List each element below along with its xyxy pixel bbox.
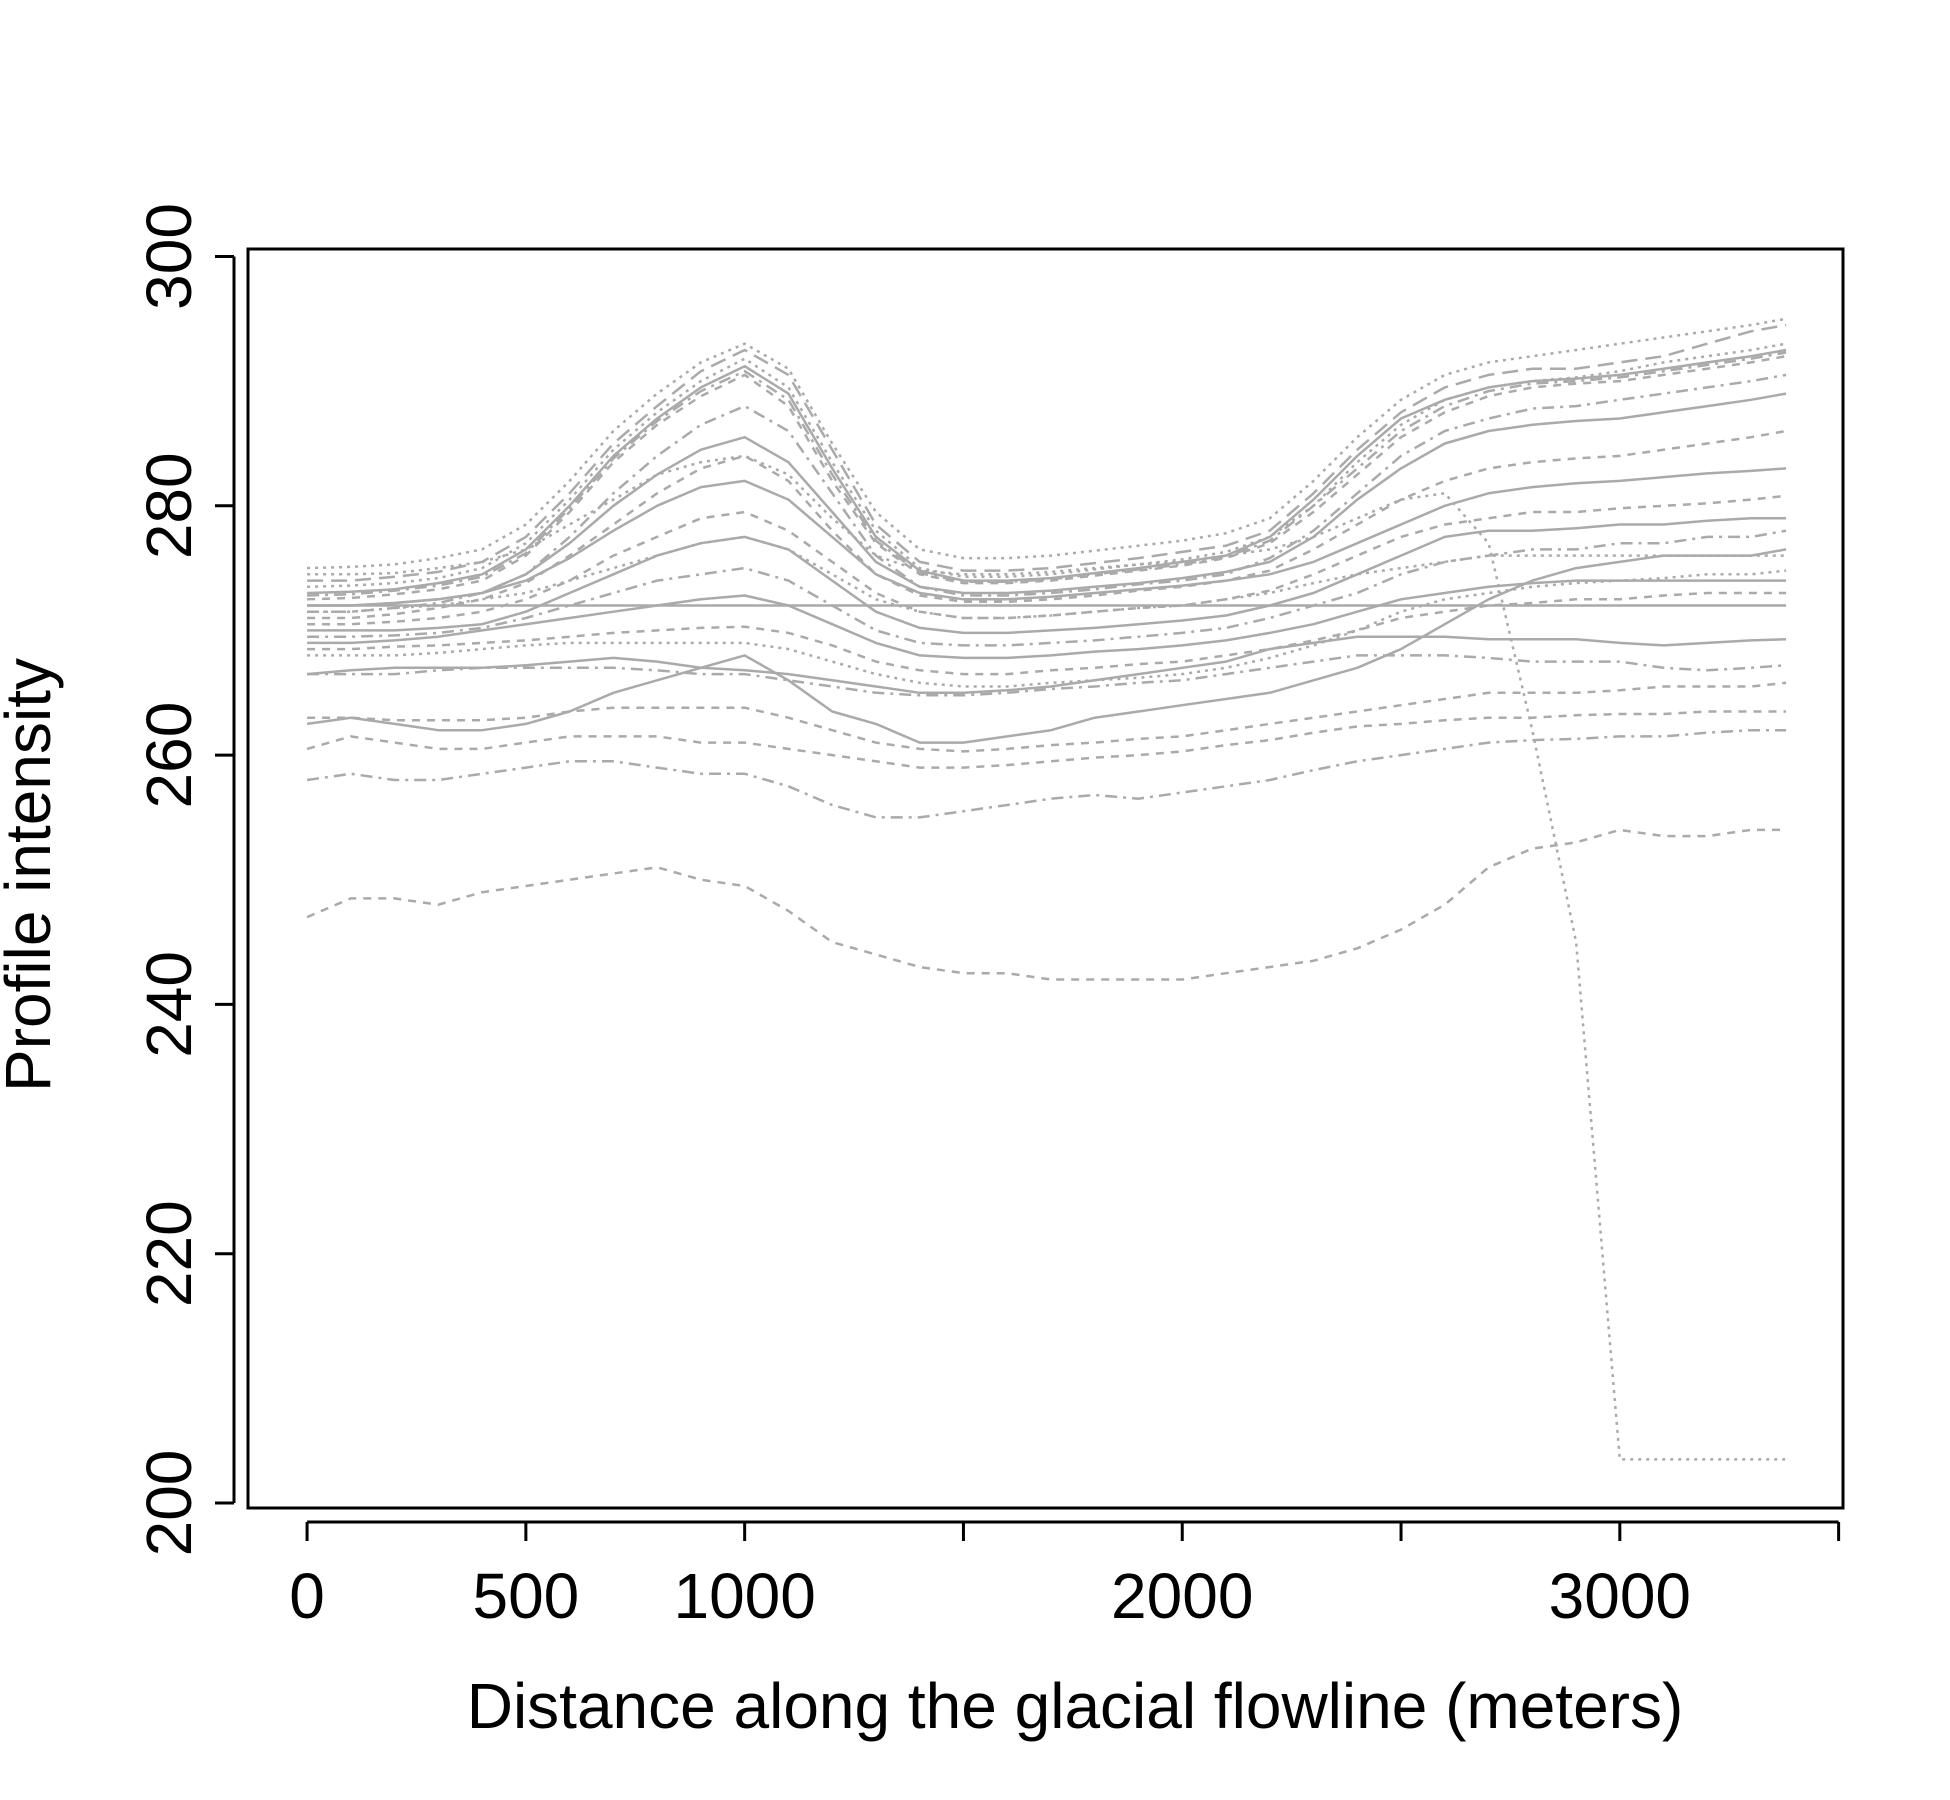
series-line-3 xyxy=(307,317,1787,570)
x-axis-title: Distance along the glacial flowline (met… xyxy=(467,1670,1684,1742)
series-line-21 xyxy=(306,548,1787,744)
series-line-5 xyxy=(307,323,1787,582)
series-line-9 xyxy=(307,351,1787,597)
y-tick-label: 260 xyxy=(133,702,205,809)
series-line-24 xyxy=(306,728,1787,819)
y-tick-label: 220 xyxy=(133,1200,205,1307)
series-line-6 xyxy=(307,392,1787,607)
series-line-13 xyxy=(307,535,1787,620)
series-line-18 xyxy=(307,569,1787,688)
series-line-22 xyxy=(307,681,1787,753)
series-line-25 xyxy=(306,828,1787,981)
x-tick-label: 3000 xyxy=(1549,1560,1691,1632)
series-line-14 xyxy=(307,517,1787,635)
series-line-17 xyxy=(307,591,1787,676)
x-tick-label: 0 xyxy=(289,1560,325,1632)
x-tick-label: 500 xyxy=(472,1560,579,1632)
series-line-19 xyxy=(306,635,1787,695)
series-line-10 xyxy=(307,467,1787,607)
series-lines xyxy=(306,317,1787,1461)
y-tick-label: 280 xyxy=(133,452,205,559)
series-line-16 xyxy=(307,579,1787,660)
series-line-1 xyxy=(307,354,1787,601)
y-axis: 200 220 240 260 280 300 xyxy=(133,203,236,1557)
x-tick-label: 1000 xyxy=(673,1560,815,1632)
y-axis-title: Profile intensity xyxy=(0,658,64,1092)
series-line-23 xyxy=(306,710,1787,769)
series-line-4 xyxy=(307,373,1787,613)
x-tick-label: 2000 xyxy=(1111,1560,1253,1632)
y-tick-label: 240 xyxy=(133,951,205,1058)
plot-frame xyxy=(246,247,1845,1510)
series-line-2 xyxy=(307,348,1787,595)
y-tick-label: 200 xyxy=(133,1450,205,1557)
series-line-15 xyxy=(307,529,1787,647)
y-tick-label: 300 xyxy=(133,203,205,310)
series-line-20 xyxy=(307,654,1787,697)
x-axis: 0 500 1000 2000 3000 xyxy=(289,1520,1841,1632)
